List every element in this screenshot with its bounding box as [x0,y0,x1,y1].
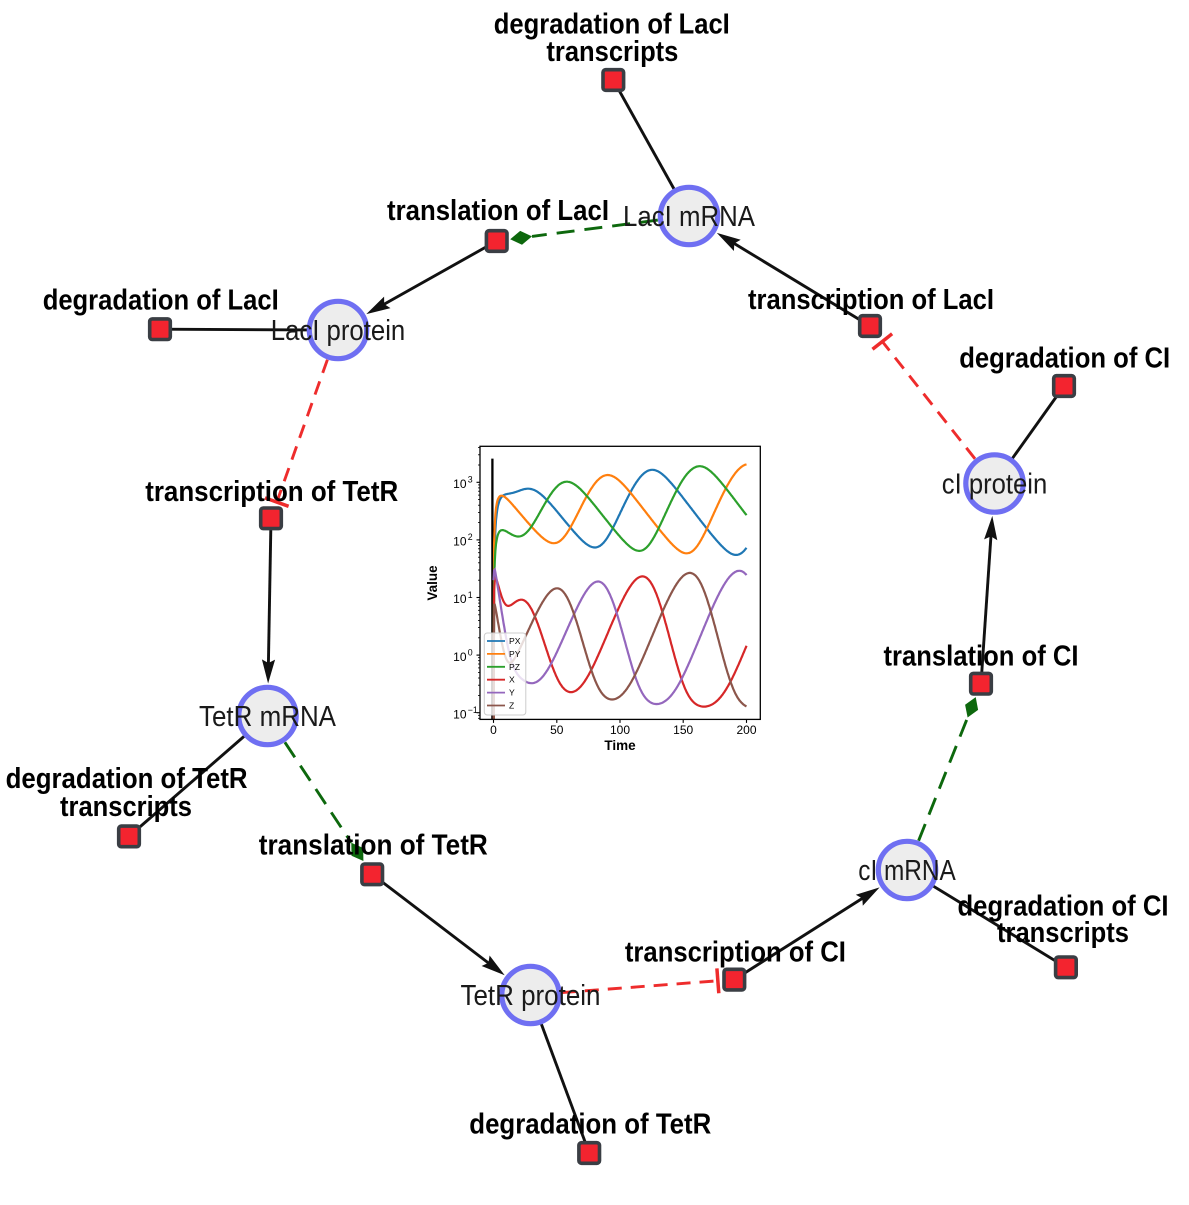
svg-text:degradation of LacI: degradation of LacI [43,285,279,317]
svg-text:transcription of LacI: transcription of LacI [748,284,994,316]
svg-text:Y: Y [509,688,515,698]
svg-text:translation of LacI: translation of LacI [387,195,609,227]
svg-text:translation of CI: translation of CI [884,641,1079,673]
svg-text:−1: −1 [468,705,478,715]
svg-text:PX: PX [509,636,521,646]
svg-text:150: 150 [673,723,693,737]
svg-text:0: 0 [490,723,497,737]
svg-text:Value: Value [425,565,440,601]
svg-text:10: 10 [453,650,467,664]
svg-text:LacI protein: LacI protein [271,315,406,347]
svg-text:10: 10 [453,535,467,549]
svg-text:50: 50 [550,723,564,737]
svg-text:degradation of CI: degradation of CI [958,891,1169,923]
svg-text:degradation of TetR: degradation of TetR [6,763,248,795]
svg-text:degradation of TetR: degradation of TetR [469,1109,711,1141]
svg-text:X: X [509,675,515,685]
svg-text:LacI mRNA: LacI mRNA [623,201,755,233]
svg-text:2: 2 [468,532,473,542]
svg-text:cI protein: cI protein [942,469,1048,501]
svg-text:Time: Time [604,738,636,753]
svg-text:10: 10 [453,707,467,721]
svg-text:TetR mRNA: TetR mRNA [199,701,336,733]
svg-text:PZ: PZ [509,662,520,672]
svg-text:10: 10 [453,477,467,491]
svg-text:PY: PY [509,649,521,659]
svg-text:3: 3 [468,475,473,485]
svg-text:transcripts: transcripts [546,36,678,68]
svg-text:10: 10 [453,592,467,606]
svg-text:200: 200 [736,723,756,737]
svg-text:Z: Z [509,701,514,711]
svg-text:1: 1 [468,590,473,600]
svg-text:transcripts: transcripts [60,791,192,823]
svg-text:transcription of CI: transcription of CI [625,937,846,969]
svg-text:0: 0 [468,647,473,657]
svg-text:transcripts: transcripts [997,917,1129,949]
svg-text:TetR protein: TetR protein [461,980,601,1012]
svg-text:transcription of TetR: transcription of TetR [145,476,398,508]
svg-text:100: 100 [610,723,630,737]
svg-text:translation of TetR: translation of TetR [259,830,488,862]
svg-text:degradation of LacI: degradation of LacI [494,9,730,41]
svg-text:degradation of CI: degradation of CI [959,343,1170,375]
svg-text:cI mRNA: cI mRNA [858,855,956,887]
